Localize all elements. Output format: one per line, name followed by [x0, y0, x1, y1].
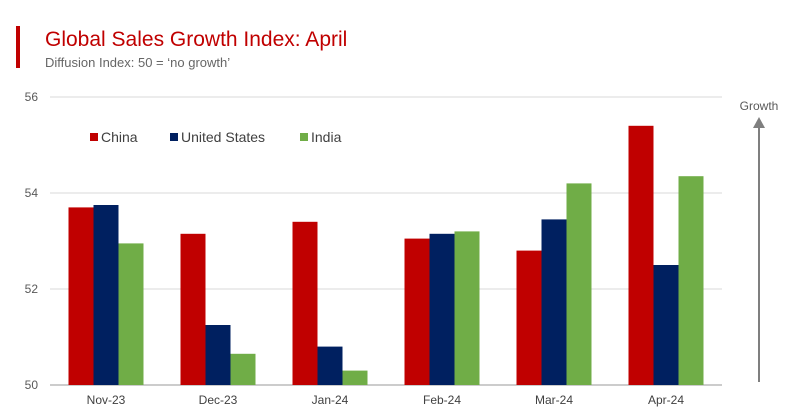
legend-label: China — [101, 129, 138, 145]
bar-china — [68, 207, 94, 385]
bar-china — [404, 238, 430, 385]
bar-china — [628, 125, 654, 386]
bar-united-states — [93, 205, 119, 385]
legend-swatch — [90, 133, 98, 141]
bar-india — [342, 370, 368, 385]
x-tick-label: Nov-23 — [87, 393, 126, 407]
x-tick-label: Dec-23 — [199, 393, 238, 407]
bar-india — [118, 243, 144, 385]
bar-china — [292, 221, 318, 385]
y-tick-label: 56 — [25, 90, 39, 104]
legend-swatch — [300, 133, 308, 141]
bar-china — [516, 250, 542, 385]
growth-annotation: Growth — [740, 99, 779, 113]
bar-united-states — [205, 325, 231, 385]
y-tick-label: 54 — [25, 186, 39, 200]
y-tick-label: 52 — [25, 282, 39, 296]
bar-united-states — [653, 265, 679, 385]
chart-title: Global Sales Growth Index: April — [45, 28, 348, 51]
x-tick-label: Jan-24 — [312, 393, 349, 407]
legend-swatch — [170, 133, 178, 141]
x-tick-label: Apr-24 — [648, 393, 684, 407]
bar-india — [230, 353, 256, 385]
chart-subtitle: Diffusion Index: 50 = ‘no growth’ — [45, 55, 231, 70]
bar-united-states — [541, 219, 567, 385]
title-accent-bar — [16, 26, 20, 68]
bar-united-states — [317, 346, 343, 385]
x-tick-label: Mar-24 — [535, 393, 573, 407]
bar-india — [454, 231, 480, 385]
legend-label: India — [311, 129, 342, 145]
bar-china — [180, 233, 206, 385]
x-tick-label: Feb-24 — [423, 393, 461, 407]
bar-united-states — [429, 233, 455, 385]
legend-label: United States — [181, 129, 265, 145]
growth-arrow-icon — [753, 117, 765, 128]
y-tick-label: 50 — [25, 378, 39, 392]
bar-india — [566, 183, 592, 385]
bar-india — [678, 176, 704, 385]
